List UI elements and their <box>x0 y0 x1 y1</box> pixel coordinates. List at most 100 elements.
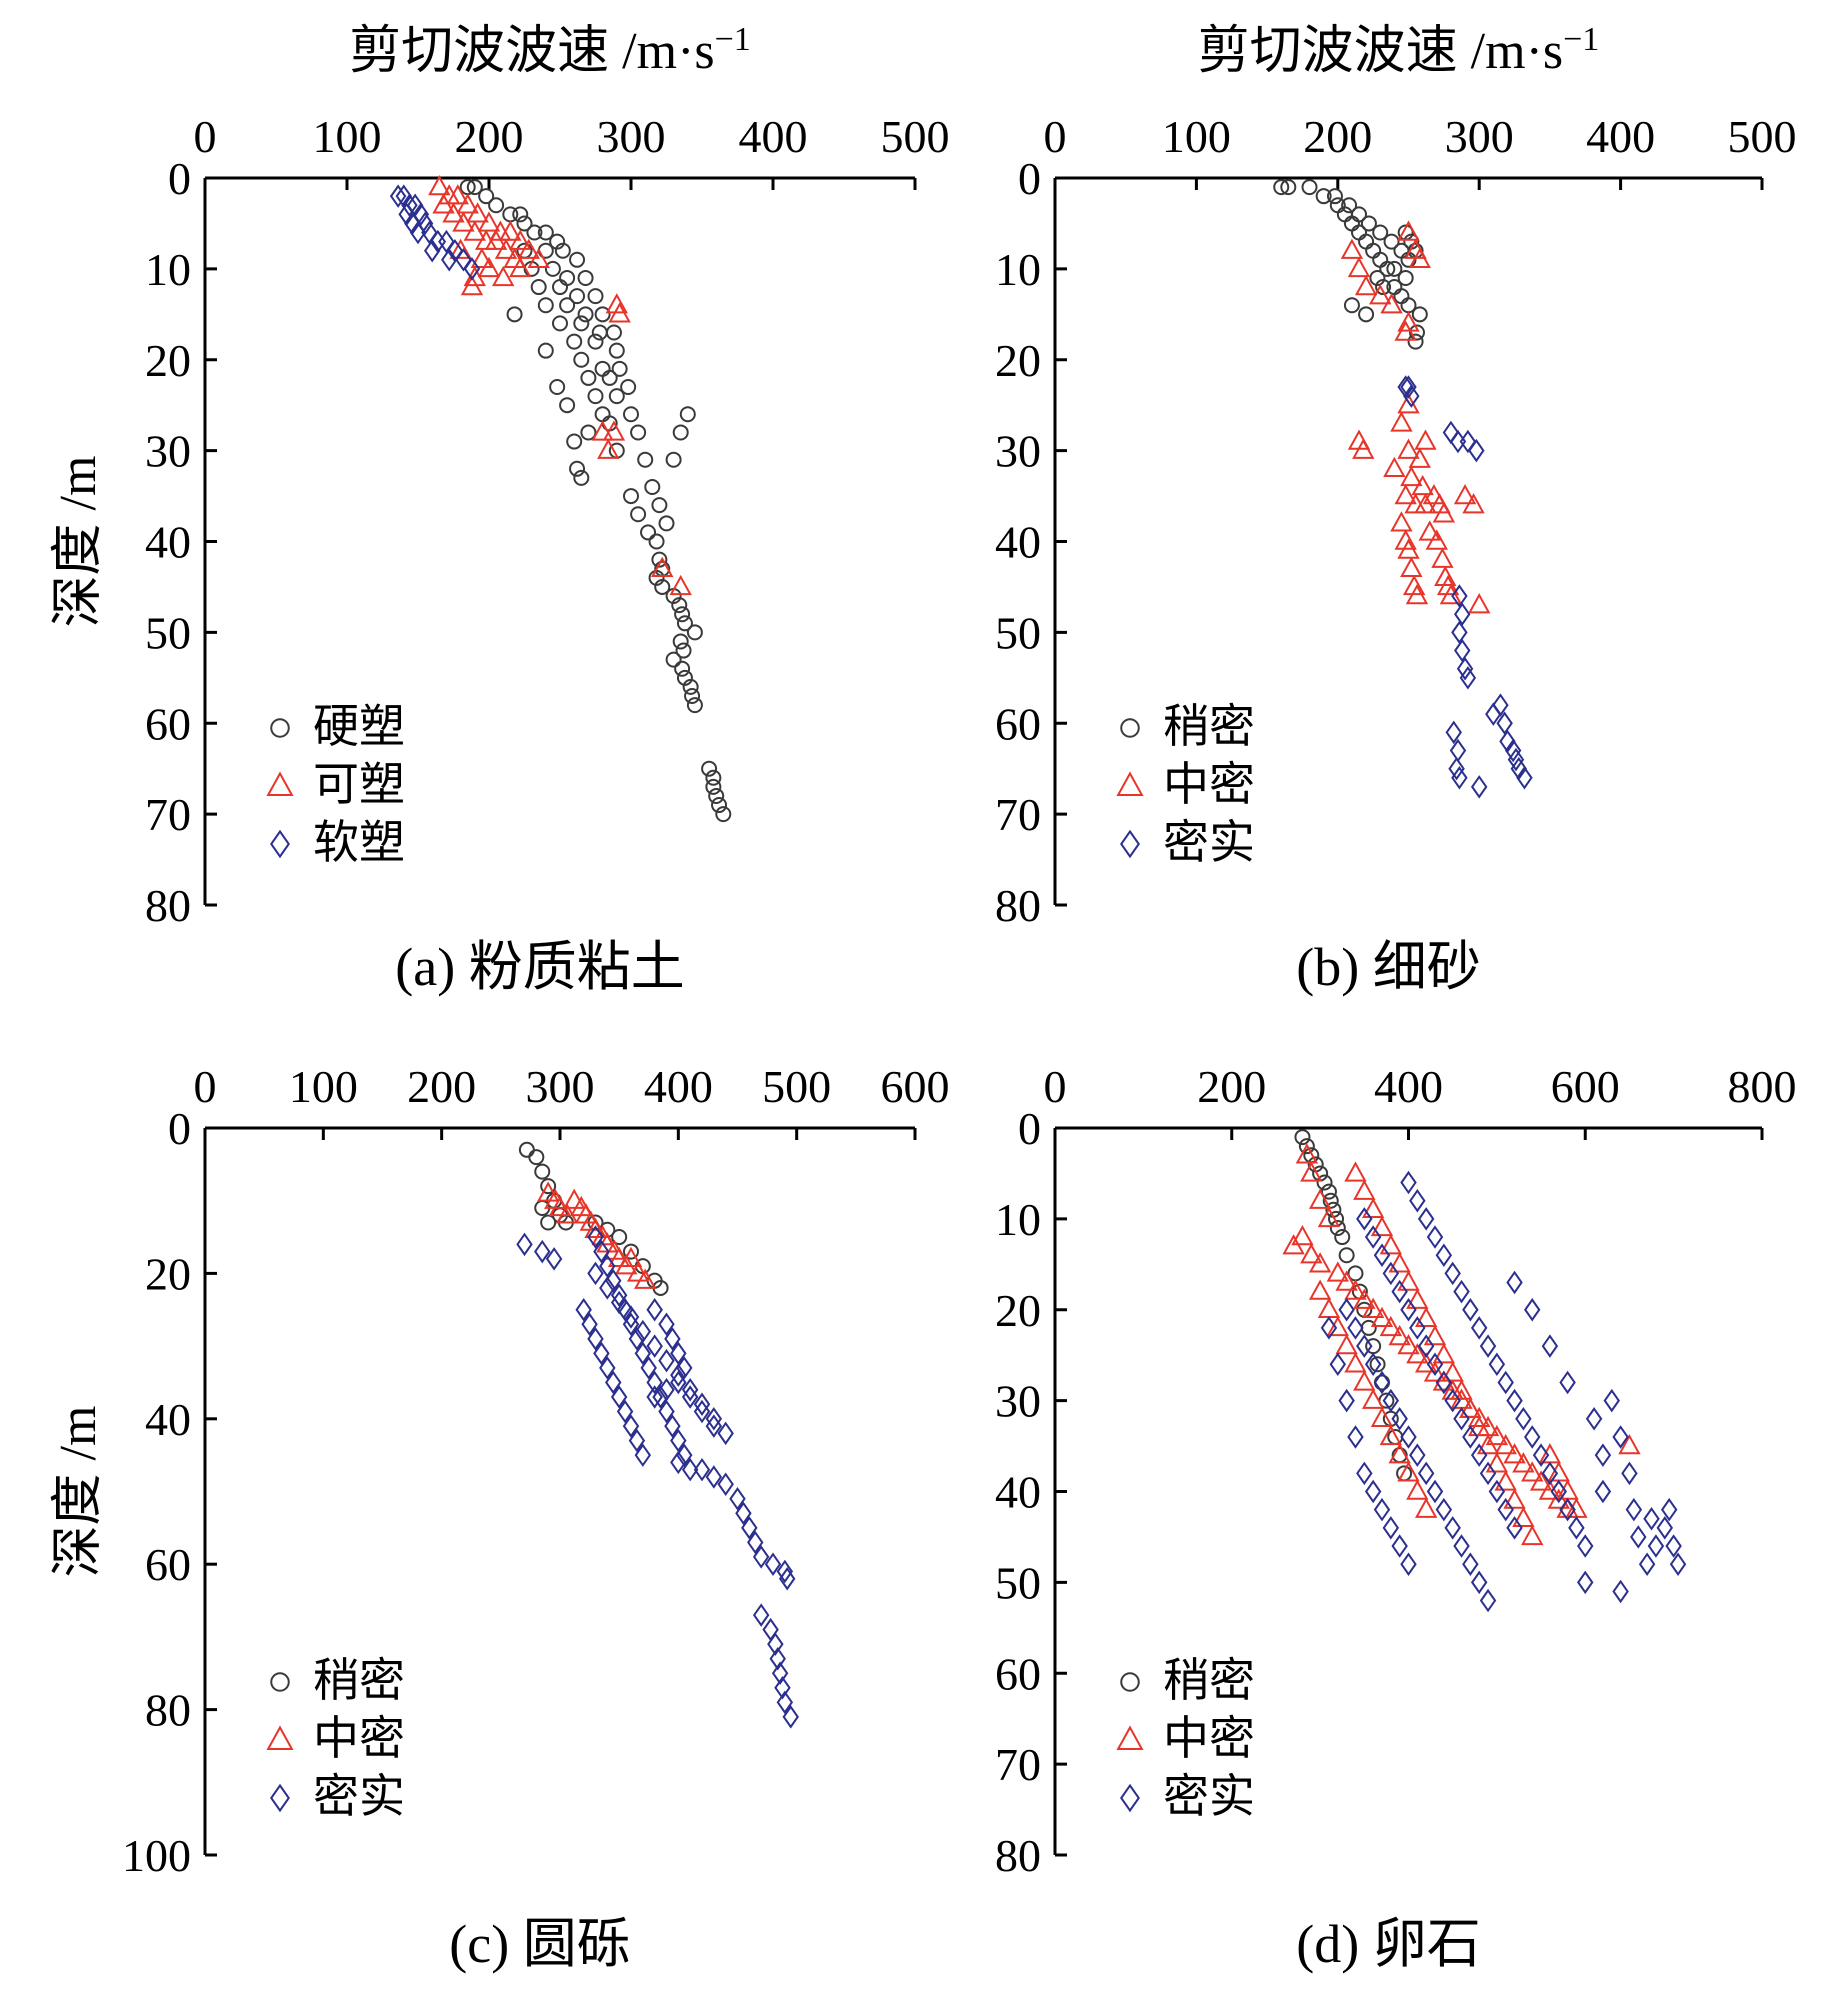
data-point <box>672 633 689 650</box>
data-point <box>608 342 625 359</box>
data-point <box>1444 1388 1461 1413</box>
data-point <box>1308 1188 1332 1209</box>
legend-label: 稍密 <box>1163 701 1255 752</box>
data-point <box>577 306 594 323</box>
x-tick-label: 0 <box>1044 111 1067 162</box>
y-tick-label: 0 <box>168 1103 191 1154</box>
data-point <box>463 220 486 241</box>
data-point <box>605 1370 622 1395</box>
data-point <box>637 451 654 468</box>
data-point <box>1294 1129 1311 1146</box>
data-point <box>1594 1443 1612 1467</box>
data-point <box>1516 766 1533 790</box>
data-point <box>492 265 515 287</box>
data-point <box>575 1298 592 1322</box>
data-point <box>774 1676 791 1700</box>
legend-label: 密实 <box>313 1771 405 1822</box>
data-point <box>552 279 568 296</box>
data-point <box>1343 215 1360 232</box>
data-point <box>767 1632 784 1656</box>
x-tick-label: 200 <box>407 1061 476 1112</box>
data-point <box>644 478 661 495</box>
data-point <box>593 1341 610 1366</box>
data-point <box>1326 1315 1349 1337</box>
data-point <box>1459 666 1477 690</box>
data-point <box>1397 1334 1420 1355</box>
y-tick-label: 80 <box>995 880 1041 931</box>
legend-marker <box>1116 1725 1144 1750</box>
y-tick-label: 30 <box>995 426 1041 477</box>
data-point <box>682 678 699 695</box>
y-tick-label: 70 <box>995 789 1041 840</box>
y-tick-label: 60 <box>995 698 1041 749</box>
data-point <box>591 420 614 441</box>
data-point <box>587 333 604 350</box>
data-point <box>1585 1407 1603 1431</box>
data-point <box>1406 1343 1429 1364</box>
data-point <box>1408 247 1432 268</box>
data-point <box>1370 1215 1394 1237</box>
data-point <box>509 256 532 278</box>
data-point <box>1656 1516 1674 1540</box>
data-point <box>1411 306 1428 323</box>
data-point <box>1470 1316 1488 1340</box>
data-point <box>1630 1525 1647 1549</box>
data-point <box>1372 224 1389 241</box>
data-point <box>1388 1252 1411 1273</box>
data-point <box>701 760 718 777</box>
data-point <box>442 202 465 223</box>
data-point <box>573 351 590 368</box>
y-tick-label: 0 <box>1018 1103 1041 1154</box>
y-tick-label: 80 <box>995 1830 1041 1881</box>
data-point <box>1494 1470 1517 1491</box>
data-point <box>1515 1407 1532 1431</box>
data-point <box>675 642 692 659</box>
legend-label: 软塑 <box>313 817 405 868</box>
data-point <box>594 360 611 377</box>
data-point <box>605 293 628 314</box>
data-point <box>534 1239 551 1264</box>
data-point <box>1444 1516 1461 1540</box>
data-point <box>1397 438 1420 459</box>
data-point <box>1426 1352 1444 1377</box>
data-point <box>669 574 692 596</box>
legend-label: 中密 <box>1163 759 1255 810</box>
data-point <box>1618 1433 1641 1455</box>
y-tick-label: 0 <box>1018 153 1041 204</box>
data-point <box>1406 1479 1429 1500</box>
data-point <box>676 615 693 632</box>
legend-marker <box>270 1783 290 1813</box>
data-point <box>1326 1261 1349 1282</box>
y-tick-label: 40 <box>995 1467 1041 1518</box>
data-point <box>1538 1479 1562 1500</box>
data-point <box>1485 1452 1509 1473</box>
data-point <box>705 1465 723 1489</box>
data-point <box>584 1217 607 1238</box>
data-point <box>1344 1161 1367 1182</box>
data-point <box>1353 1179 1376 1200</box>
data-point <box>1308 1252 1332 1273</box>
data-point <box>634 1341 652 1366</box>
data-point <box>1550 1479 1567 1504</box>
y-tick-label: 80 <box>145 880 191 931</box>
data-point <box>1423 1361 1447 1382</box>
data-point <box>438 229 455 254</box>
data-point <box>1459 429 1477 454</box>
data-point <box>634 1443 652 1467</box>
data-point <box>705 1414 723 1438</box>
data-point <box>1417 1207 1435 1231</box>
data-point <box>1317 1297 1341 1318</box>
data-point <box>1373 1370 1391 1395</box>
data-point <box>1380 293 1403 314</box>
data-point <box>610 1283 628 1307</box>
data-point <box>1409 1443 1426 1467</box>
data-point <box>1397 269 1414 286</box>
data-point <box>1400 1298 1417 1322</box>
data-point <box>771 1661 789 1685</box>
data-point <box>537 297 554 314</box>
data-point <box>1373 1374 1390 1391</box>
data-point <box>1432 1343 1456 1364</box>
data-point <box>1379 260 1396 277</box>
